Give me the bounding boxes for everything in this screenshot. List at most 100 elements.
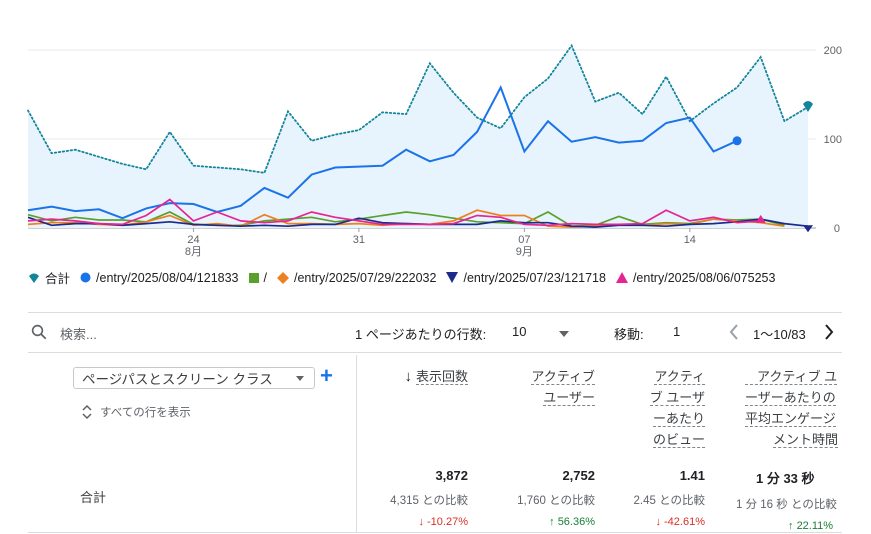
x-tick-label: 07 (518, 234, 530, 246)
arrow-up-icon: ↑ (549, 516, 558, 528)
delta-text: -10.27% (427, 516, 468, 528)
chevron-right-icon[interactable] (823, 323, 835, 341)
legend-label: /entry/2025/08/06/075253 (632, 270, 776, 285)
pagination-range: 1〜10/83 (753, 327, 806, 342)
divider (28, 352, 842, 353)
column-header-label: 平均エンゲージ (745, 411, 836, 427)
column-header-label: ブ ユーザ (649, 390, 705, 406)
chevron-left-icon[interactable] (728, 323, 740, 341)
legend-label: /entry/2025/07/23/121718 (463, 270, 606, 285)
chevron-down-icon (296, 376, 304, 381)
y-tick-label: 100 (824, 134, 842, 146)
total-value: 3,872 (435, 468, 468, 483)
chevron-down-icon[interactable] (559, 331, 569, 337)
column-header-label: アクティ (654, 369, 705, 385)
end-marker-series-1 (732, 136, 742, 146)
diamond-icon (276, 271, 289, 284)
x-month-label: 9月 (516, 246, 533, 258)
show-all-rows-toggle[interactable]: すべての行を表示 (82, 404, 191, 420)
rows-per-page-select[interactable]: 10 (512, 324, 527, 339)
column-header-label: アクティブ (531, 369, 595, 385)
column-header-label: のビュー (652, 432, 705, 448)
x-tick-label: 24 (187, 234, 199, 246)
legend-item-series-3[interactable]: /entry/2025/07/29/222032 (276, 270, 437, 285)
square-icon (248, 272, 259, 283)
add-dimension-button[interactable]: + (320, 363, 333, 388)
total-row-label: 合計 (80, 490, 107, 505)
column-header-label: アクティブ ユ (745, 369, 838, 385)
expand-icon (82, 405, 92, 419)
column-header-label: ユーザー (543, 390, 595, 406)
legend-label: / (263, 270, 267, 285)
delta-text: 56.36% (557, 516, 595, 528)
compare-value: 4,315 との比較 (390, 495, 468, 507)
series-line-total (27, 43, 809, 174)
column-header-avg-engagement[interactable]: アクティブ ユ ーザーあたりの 平均エンゲージ メント時間 (745, 366, 871, 450)
column-header-label: 表示回数 (415, 369, 468, 385)
column-header-active-users[interactable]: アクティブ ユーザー (531, 366, 595, 408)
total-value: 1 分 33 秒 (756, 471, 815, 486)
delta-value: ↑ 22.11% (736, 520, 871, 532)
legend-label: /entry/2025/07/29/222032 (293, 270, 437, 285)
y-tick-label: 200 (824, 45, 842, 57)
compare-value: 1 分 16 秒 との比較 (736, 499, 837, 511)
total-active-users-cell: 2,752 1,760 との比較 ↑ 56.36% (517, 468, 595, 528)
x-month-label: 8月 (185, 246, 202, 258)
delta-text: 22.11% (796, 520, 834, 532)
total-area-fill (28, 45, 808, 228)
arrow-down-icon: ↓ (418, 516, 428, 528)
y-tick-label: 0 (834, 223, 840, 235)
total-value: 2,752 (562, 468, 595, 483)
column-header-views-per-user[interactable]: アクティ ブ ユーザ ーあたり のビュー (649, 366, 705, 450)
legend-label: /entry/2025/08/04/121833 (96, 270, 239, 285)
delta-text: -42.61% (664, 516, 705, 528)
x-tick-label: 14 (684, 234, 696, 246)
column-header-label: メント時間 (773, 432, 839, 448)
total-teardrop-icon (29, 273, 39, 283)
legend-item-series-1[interactable]: /entry/2025/08/04/121833 (80, 270, 239, 285)
line-chart: 0 100 200 24 31 07 14 8月 9月 (27, 43, 842, 258)
delta-value: ↓ -42.61% (634, 516, 705, 528)
divider (28, 532, 842, 533)
legend-label: 合計 (45, 272, 71, 286)
total-views-per-user-cell: 1.41 2.45 との比較 ↓ -42.61% (634, 468, 705, 528)
compare-value: 2.45 との比較 (633, 495, 705, 507)
compare-value: 1,760 との比較 (517, 495, 595, 507)
series-line-2 (27, 211, 785, 228)
search-icon[interactable] (30, 323, 48, 341)
end-marker-series-5 (755, 214, 766, 223)
total-avg-engagement-cell: 1 分 33 秒 1 分 16 秒 との比較 ↑ 22.11% (736, 468, 871, 532)
series-line-5 (27, 198, 761, 227)
series-line-1 (27, 84, 738, 220)
legend-item-series-5[interactable]: /entry/2025/08/06/075253 (615, 270, 776, 285)
chart-legend: 合計 /entry/2025/08/04/121833 / /entry/202… (28, 268, 785, 287)
delta-value: ↓ -10.27% (390, 516, 468, 528)
x-tick-label: 31 (353, 234, 365, 246)
dimension-label: ページパスとスクリーン クラス (82, 372, 273, 387)
column-header-label: ーザーあたりの (745, 390, 836, 406)
show-all-label: すべての行を表示 (100, 407, 191, 419)
legend-item-series-2[interactable]: / (248, 270, 267, 285)
column-divider (356, 355, 357, 532)
column-header-views[interactable]: ↓ 表示回数 (404, 366, 468, 387)
triangle-down-icon (446, 272, 459, 283)
legend-item-total[interactable]: 合計 (28, 268, 70, 287)
column-header-label: ーあたり (652, 411, 705, 427)
triangle-up-icon (615, 272, 628, 283)
table-toolbar: 検索... 1 ページあたりの行数: 10 移動: 1 1〜10/83 (28, 318, 842, 348)
rows-per-page-label: 1 ページあたりの行数: (355, 327, 487, 342)
end-marker-series-4 (803, 225, 813, 233)
delta-value: ↑ 56.36% (517, 516, 595, 528)
goto-page-input[interactable]: 1 (673, 324, 681, 339)
circle-icon (80, 272, 91, 283)
divider (28, 312, 842, 313)
total-views-cell: 3,872 4,315 との比較 ↓ -10.27% (390, 468, 468, 528)
dimension-select[interactable]: ページパスとスクリーン クラス (73, 367, 315, 389)
total-value: 1.41 (679, 468, 705, 483)
arrow-up-icon: ↑ (788, 520, 797, 532)
goto-label: 移動: (614, 327, 644, 342)
end-marker-total (803, 100, 813, 112)
search-input[interactable]: 検索... (60, 327, 97, 342)
arrow-down-icon: ↓ (655, 516, 665, 528)
legend-item-series-4[interactable]: /entry/2025/07/23/121718 (446, 270, 606, 285)
